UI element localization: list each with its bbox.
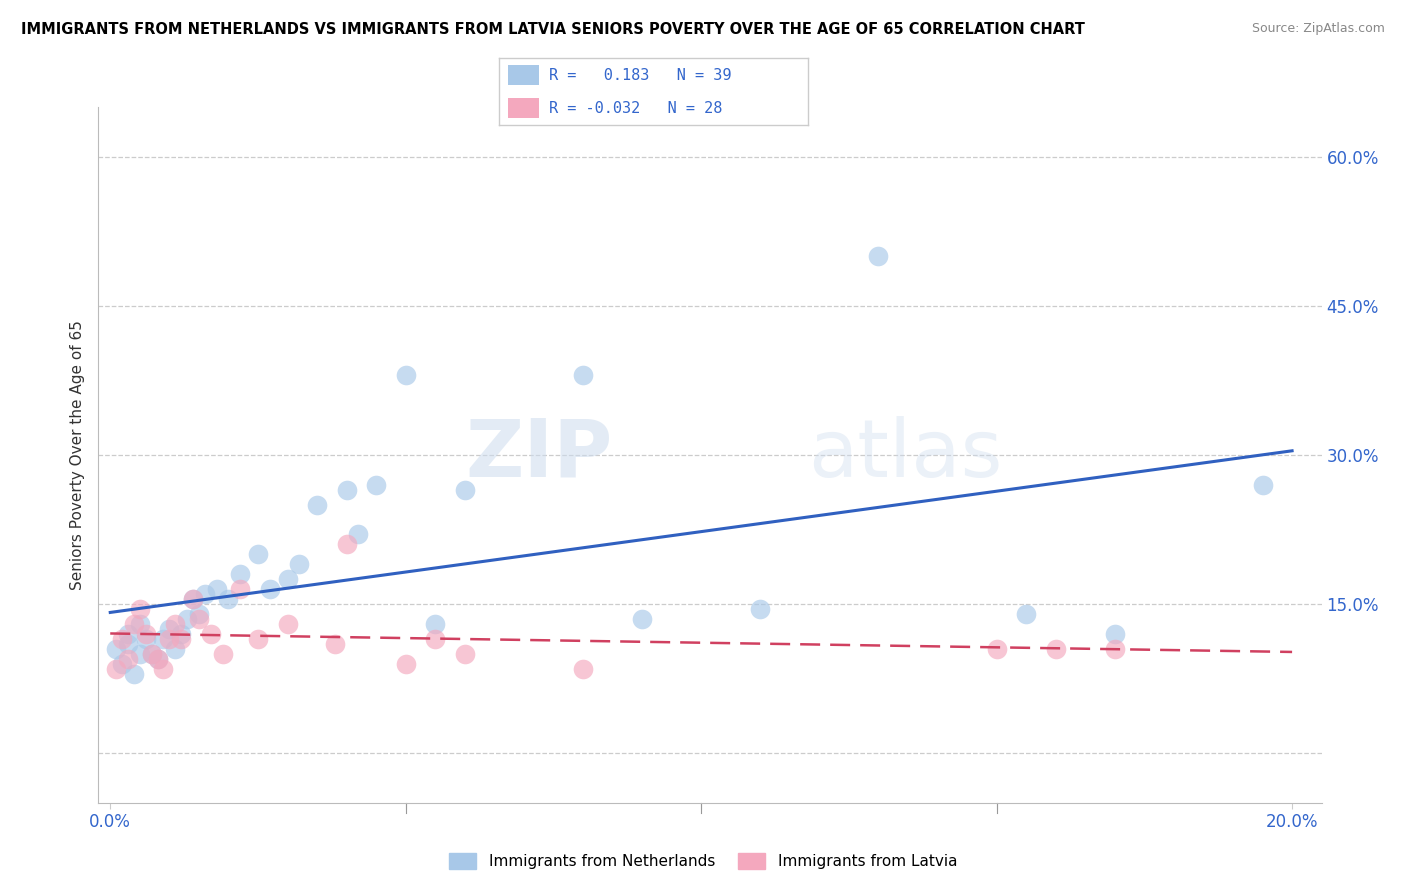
Point <box>454 647 477 661</box>
Point <box>105 662 128 676</box>
Point <box>152 662 174 676</box>
Point <box>366 477 388 491</box>
Point <box>336 483 359 497</box>
Text: Source: ZipAtlas.com: Source: ZipAtlas.com <box>1251 22 1385 36</box>
Point <box>187 607 209 621</box>
Text: ZIP: ZIP <box>465 416 612 494</box>
Point <box>246 547 269 561</box>
Point <box>868 249 890 263</box>
Point <box>631 612 654 626</box>
Point <box>146 651 169 665</box>
Point <box>170 627 193 641</box>
Point <box>572 662 595 676</box>
Point <box>135 627 157 641</box>
Point <box>454 483 477 497</box>
Point <box>395 657 418 671</box>
Point <box>217 592 239 607</box>
Point <box>194 587 217 601</box>
Point <box>181 592 204 607</box>
Bar <box>509 98 540 119</box>
Point <box>425 616 447 631</box>
Point <box>176 612 198 626</box>
Point <box>165 641 187 656</box>
Point <box>229 582 252 596</box>
Point <box>288 558 311 572</box>
Point <box>276 616 298 631</box>
Point <box>128 647 150 661</box>
Point <box>347 527 370 541</box>
Point <box>122 666 145 681</box>
Y-axis label: Seniors Poverty Over the Age of 65: Seniors Poverty Over the Age of 65 <box>70 320 86 590</box>
Point <box>1104 641 1126 656</box>
Text: atlas: atlas <box>808 416 1002 494</box>
Point <box>165 616 187 631</box>
Text: IMMIGRANTS FROM NETHERLANDS VS IMMIGRANTS FROM LATVIA SENIORS POVERTY OVER THE A: IMMIGRANTS FROM NETHERLANDS VS IMMIGRANT… <box>21 22 1085 37</box>
Point <box>146 651 169 665</box>
Point <box>1015 607 1038 621</box>
Point <box>122 616 145 631</box>
Point <box>128 616 150 631</box>
Point <box>157 622 180 636</box>
Point <box>117 651 139 665</box>
Point <box>205 582 228 596</box>
Point <box>1045 641 1067 656</box>
Point <box>141 647 163 661</box>
Point <box>395 368 418 383</box>
Point <box>157 632 180 646</box>
Point <box>246 632 269 646</box>
Point <box>276 572 298 586</box>
Point <box>307 498 329 512</box>
Point <box>187 612 209 626</box>
Point <box>259 582 281 596</box>
Point <box>117 627 139 641</box>
Point <box>323 637 346 651</box>
Legend: Immigrants from Netherlands, Immigrants from Latvia: Immigrants from Netherlands, Immigrants … <box>443 847 963 875</box>
Point <box>111 657 134 671</box>
Point <box>152 632 174 646</box>
Point <box>211 647 233 661</box>
Point <box>200 627 222 641</box>
Point <box>135 632 157 646</box>
Point <box>425 632 447 646</box>
Point <box>229 567 252 582</box>
Point <box>105 641 128 656</box>
Text: R = -0.032   N = 28: R = -0.032 N = 28 <box>548 101 723 116</box>
Text: R =   0.183   N = 39: R = 0.183 N = 39 <box>548 68 731 83</box>
Point <box>749 602 772 616</box>
Point <box>572 368 595 383</box>
Point <box>336 537 359 551</box>
Point <box>128 602 150 616</box>
Point <box>1251 477 1274 491</box>
Point <box>141 647 163 661</box>
Point <box>117 637 139 651</box>
Point <box>111 632 134 646</box>
Point <box>1104 627 1126 641</box>
Bar <box>509 65 540 85</box>
Point <box>170 632 193 646</box>
Point <box>986 641 1008 656</box>
Point <box>181 592 204 607</box>
